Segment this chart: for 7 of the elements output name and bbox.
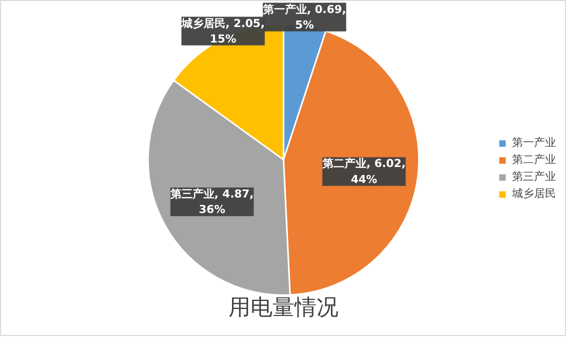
legend-label: 第三产业 — [512, 169, 556, 184]
data-label: 第二产业, 6.02, 44% — [321, 157, 406, 186]
legend-label: 第一产业 — [512, 135, 556, 150]
text: 用电量情况 — [228, 294, 338, 320]
legend-label: 城乡居民 — [512, 186, 556, 201]
legend-label: 第二产业 — [512, 152, 556, 167]
data-label: 第三产业, 4.87, 36% — [169, 187, 254, 216]
